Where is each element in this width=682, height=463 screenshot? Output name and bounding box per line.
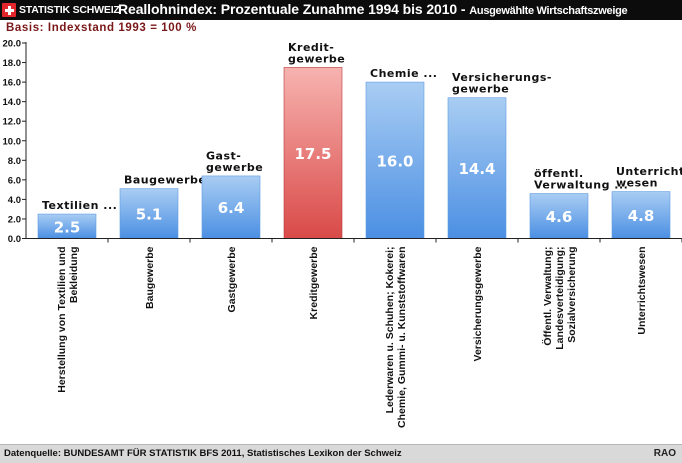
header-bar: STATISTIK SCHWEIZ Reallohnindex: Prozent…	[0, 0, 682, 20]
y-tick-label: 4.0	[8, 195, 21, 206]
chart-title: Reallohnindex: Prozentuale Zunahme 1994 …	[118, 1, 628, 17]
x-category-line: Kreditgewerbe	[308, 246, 320, 319]
y-tick-label: 18.0	[3, 58, 22, 69]
chart-title-main: Reallohnindex: Prozentuale Zunahme 1994 …	[118, 1, 466, 17]
x-category-label: Öffentl. Verwaltung; Landesverteidigung; S…	[541, 247, 578, 350]
x-category-label: Gastgewerbe	[226, 246, 238, 312]
x-category-line: Chemie, Gummi- u. Kunststoffwaren	[396, 247, 408, 428]
bar-chart: 0.02.04.06.08.010.012.014.016.018.020.0 …	[3, 39, 682, 428]
bar	[283, 67, 343, 239]
bar	[365, 81, 425, 239]
x-category-label: Baugewerbe	[144, 246, 156, 309]
data-label: 2.5	[54, 218, 81, 236]
bars: 2.5 Textilien ... 5.1 Baugewerbe 6.4 Gast-gew…	[37, 41, 682, 239]
y-tick-label: 6.0	[8, 175, 21, 186]
y-tick-label: 10.0	[3, 136, 22, 147]
y-tick-label: 8.0	[8, 156, 21, 167]
bar-short-label: Kredit-	[288, 41, 334, 54]
x-category-label: Herstellung von Textilien und Bekleidung	[56, 247, 80, 393]
data-source: Datenquelle: BUNDESAMT FÜR STATISTIK BFS…	[4, 448, 402, 459]
bar-short-label: Unterrichts-	[616, 165, 682, 178]
bar	[611, 191, 671, 239]
data-label: 17.5	[294, 145, 331, 163]
y-tick-label: 12.0	[3, 117, 22, 128]
x-category-line: Sozialversicherung	[566, 247, 578, 343]
x-category-line: Lederwaren u. Schuhen; Kokerei;	[384, 247, 396, 414]
x-axis: Herstellung von Textilien und Bekleidung B…	[26, 238, 682, 428]
x-category-line: Unterrichtswesen	[636, 247, 648, 335]
x-category-line: Bekleidung	[68, 247, 80, 304]
x-category-line: Herstellung von Textilien und	[56, 247, 68, 393]
bar-short-label: Versicherungs-	[452, 71, 552, 84]
x-category-label: Unterrichtswesen	[636, 247, 648, 335]
bar-short-label: Textilien ...	[42, 199, 117, 212]
x-category-label: Lederwaren u. Schuhen; Kokerei; Chemie, G…	[384, 247, 408, 428]
x-category-line: Gastgewerbe	[226, 246, 238, 312]
bar-short-label: Gast-	[206, 149, 241, 162]
x-category-line: Baugewerbe	[144, 246, 156, 309]
x-category-line: Öffentl. Verwaltung;	[541, 247, 554, 346]
y-tick-label: 2.0	[8, 214, 21, 225]
basis-label: Basis: Indexstand 1993 = 100 %	[6, 22, 197, 34]
y-tick-label: 20.0	[3, 39, 22, 50]
bar-short-label: wesen	[616, 177, 658, 190]
bar	[201, 175, 261, 239]
credit-label: RAO	[653, 448, 676, 459]
bar	[37, 213, 97, 239]
bar-short-label: Chemie ...	[370, 67, 437, 80]
bar-short-label: öffentl.	[534, 167, 584, 180]
data-label: 4.6	[546, 208, 573, 226]
x-category-line: Versicherungsgewerbe	[472, 246, 484, 361]
data-label: 6.4	[218, 199, 245, 217]
bar-short-label: gewerbe	[452, 83, 509, 96]
bar	[529, 193, 589, 239]
bar	[119, 188, 179, 239]
y-tick-label: 14.0	[3, 97, 22, 108]
footer-bar: Datenquelle: BUNDESAMT FÜR STATISTIK BFS…	[0, 444, 682, 463]
bar-short-label: gewerbe	[288, 52, 345, 65]
x-category-label: Kreditgewerbe	[308, 246, 320, 319]
x-category-line: Landesverteidigung;	[554, 247, 566, 350]
data-label: 14.4	[458, 160, 495, 178]
y-tick-label: 16.0	[3, 78, 22, 89]
data-label: 16.0	[376, 152, 413, 170]
y-axis: 0.0 2.0 4.0 6.0 8.0 10.0 12.0 14.0 16.0 18.0 20.0	[3, 39, 27, 245]
logo-text: STATISTIK SCHWEIZ	[19, 4, 120, 16]
bar-short-label: Verwaltung ...	[534, 179, 628, 192]
y-tick-label: 0.0	[8, 234, 21, 245]
bar-short-label: gewerbe	[206, 161, 263, 174]
swiss-flag-icon	[2, 3, 16, 17]
bar	[447, 97, 507, 239]
data-label: 5.1	[136, 206, 163, 224]
x-category-label: Versicherungsgewerbe	[472, 246, 484, 361]
chart-subtitle: Ausgewählte Wirtschaftszweige	[469, 5, 628, 17]
statistik-schweiz-logo: STATISTIK SCHWEIZ	[2, 2, 120, 18]
bar-short-label: Baugewerbe	[124, 174, 206, 187]
data-label: 4.8	[628, 207, 655, 225]
